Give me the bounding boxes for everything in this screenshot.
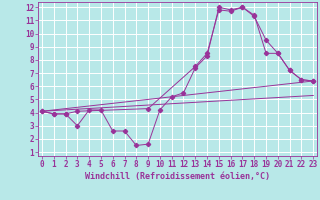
- X-axis label: Windchill (Refroidissement éolien,°C): Windchill (Refroidissement éolien,°C): [85, 172, 270, 181]
